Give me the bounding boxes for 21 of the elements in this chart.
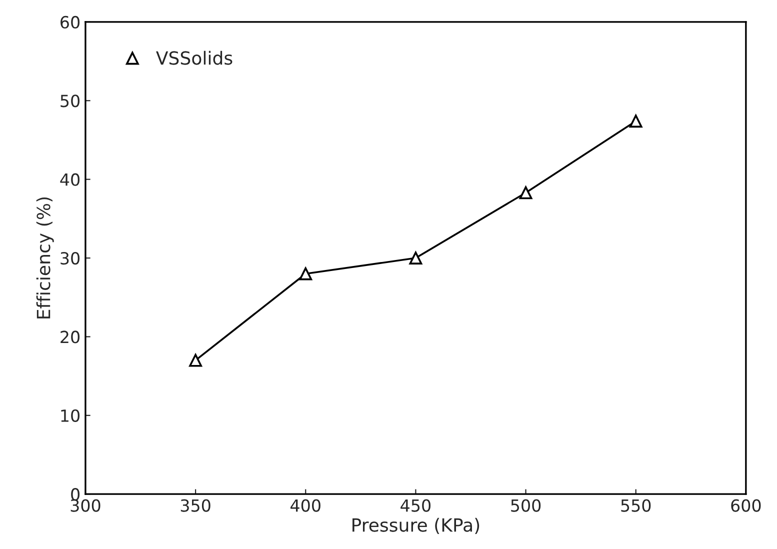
x-axis-title: Pressure (KPa) <box>352 518 480 534</box>
x-tick-label: 350 <box>180 499 210 512</box>
y-tick-label: 10 <box>61 409 80 422</box>
point <box>519 186 532 200</box>
y-tick-label: 60 <box>60 16 80 29</box>
x-tick-label: 600 <box>731 499 761 512</box>
legend-label: VSSolids <box>156 50 232 65</box>
x-tick-label: 500 <box>511 499 541 512</box>
point <box>629 114 642 128</box>
y-tick-label: 30 <box>60 252 80 265</box>
x-tick-label: 400 <box>290 499 320 512</box>
x-tick-label: 450 <box>400 499 430 512</box>
point <box>299 267 312 280</box>
x-tick-label: 550 <box>621 499 651 512</box>
x-tick-label: 300 <box>70 499 100 512</box>
point <box>409 252 422 264</box>
y-axis-title: Efficiency (%) <box>36 197 54 318</box>
y-tick-label: 50 <box>60 94 80 108</box>
point <box>189 354 202 367</box>
y-tick-label: 20 <box>60 330 80 344</box>
y-tick-label: 40 <box>60 173 80 186</box>
